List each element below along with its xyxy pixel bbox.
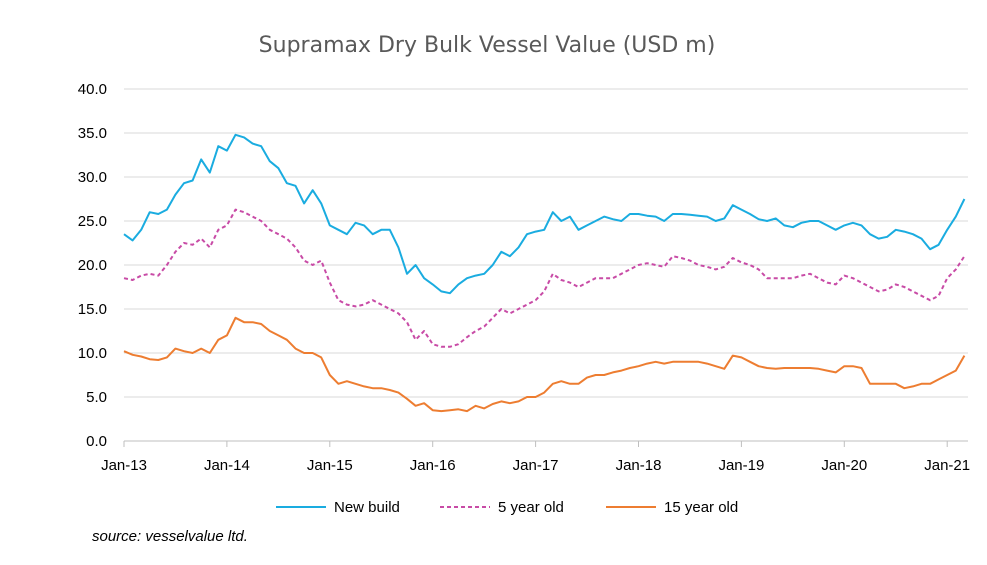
y-tick-label: 20.0 [78, 257, 107, 274]
x-axis: Jan-13 Jan-14 Jan-15 Jan-16 Jan-17 Jan-18 Jan-… [101, 440, 970, 474]
series-line-2 [123, 316, 966, 413]
legend-label-0: New build [334, 499, 400, 516]
y-tick-label: 15.0 [78, 301, 107, 318]
source-note: source: vesselvalue ltd. [92, 528, 248, 545]
x-tick-label: Jan-18 [616, 457, 662, 474]
x-tick-label: Jan-19 [718, 457, 764, 474]
y-tick-label: 30.0 [78, 169, 107, 186]
chart-title: Supramax Dry Bulk Vessel Value (USD m) [259, 33, 716, 58]
y-tick-label: 0.0 [86, 433, 107, 450]
x-tick-label: Jan-20 [821, 457, 867, 474]
x-tick-label: Jan-15 [307, 457, 353, 474]
legend: New build 5 year old 15 year old [276, 499, 738, 516]
x-tick-label: Jan-21 [924, 457, 970, 474]
series-line-0 [123, 133, 966, 295]
y-tick-label: 25.0 [78, 213, 107, 230]
y-axis-ticks: 0.0 5.0 10.0 15.0 20.0 25.0 30.0 35.0 40.0 [78, 81, 107, 450]
x-tick-label: Jan-14 [204, 457, 250, 474]
x-tick-label: Jan-17 [513, 457, 559, 474]
legend-label-1: 5 year old [498, 499, 564, 516]
series-line-1 [123, 208, 966, 348]
x-tick-label: Jan-13 [101, 457, 147, 474]
gridlines [124, 88, 968, 398]
y-tick-label: 35.0 [78, 125, 107, 142]
series-lines [123, 133, 966, 413]
x-tick-label: Jan-16 [410, 457, 456, 474]
y-tick-label: 40.0 [78, 81, 107, 98]
y-tick-label: 10.0 [78, 345, 107, 362]
legend-label-2: 15 year old [664, 499, 738, 516]
y-tick-label: 5.0 [86, 389, 107, 406]
